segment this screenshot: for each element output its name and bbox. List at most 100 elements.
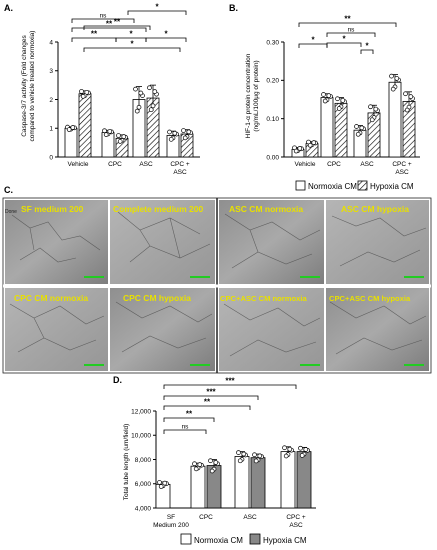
panel-a-xtick-asc: ASC: [139, 161, 153, 168]
panel-d-ylabel: Total tube length (um/field): [123, 424, 130, 501]
panel-a-xtick-vehicle: Vehicle: [68, 161, 89, 168]
undefined-point: [66, 127, 72, 132]
caption-sf-medium: SF medium 200: [21, 204, 84, 214]
undefined-point: [368, 104, 373, 110]
panel-b-xtick-cpcasc-1: CPC +: [392, 161, 412, 168]
undefined-point: [299, 453, 305, 458]
undefined-point: [311, 140, 317, 145]
undefined-point: [404, 107, 410, 113]
undefined-bar: [320, 97, 334, 158]
undefined-point: [133, 86, 138, 92]
undefined-ytick-label: 12,000: [131, 408, 151, 415]
undefined-sig-label: ns: [348, 27, 356, 34]
undefined-point: [148, 107, 154, 113]
undefined-point: [389, 73, 394, 79]
micrograph-cpc-hypoxia: [110, 288, 215, 371]
undefined-point: [157, 480, 162, 485]
undefined-point: [297, 146, 303, 151]
panel-b-xtick-cpcasc-2: ASC: [395, 169, 409, 176]
caption-cpc-normoxia: CPC CM normoxia: [14, 293, 88, 303]
undefined-point: [150, 103, 156, 109]
legend-d-normoxia-swatch: [180, 533, 192, 545]
panel-b-xtick-vehicle: Vehicle: [295, 161, 316, 168]
undefined-sig-bracket: [83, 25, 151, 30]
undefined-point: [102, 128, 107, 134]
undefined-point: [359, 125, 365, 131]
undefined-bar: [280, 451, 296, 509]
undefined-ytick-label: 0.30: [266, 39, 279, 46]
caption-cpc-hypoxia: CPC CM hypoxia: [123, 293, 191, 303]
micrograph-cpcasc-normoxia: [219, 288, 324, 371]
undefined-sig-label: *: [164, 30, 168, 39]
undefined-sig-label: **: [186, 410, 193, 419]
undefined-sig-label: ns: [100, 13, 108, 20]
panel-a-xtick-cpcasc-2: ASC: [173, 169, 187, 176]
undefined-sig-bracket: [163, 417, 215, 422]
undefined-point: [354, 124, 359, 129]
undefined-point: [253, 458, 259, 464]
undefined-point: [134, 108, 140, 114]
undefined-sig-bracket: [83, 47, 181, 52]
undefined-ytick-label: 8,000: [135, 457, 152, 464]
undefined-point: [236, 450, 241, 455]
undefined-point: [162, 480, 168, 486]
undefined-bar: [234, 456, 250, 509]
undefined-point: [209, 468, 215, 474]
undefined-point: [390, 86, 396, 92]
undefined-point: [193, 466, 199, 472]
undefined-bar: [296, 451, 312, 509]
panel-d-xtick-cpcasc-2: ASC: [289, 522, 303, 529]
panel-d-xtick-sf-1: SF: [167, 514, 175, 521]
undefined-point: [168, 136, 174, 142]
undefined-point: [257, 453, 263, 459]
caption-asc-normoxia: ASC CM normoxia: [229, 204, 303, 214]
undefined-point: [252, 452, 257, 458]
panel-b-letter: B.: [229, 3, 238, 13]
undefined-point: [172, 130, 178, 136]
undefined-bar: [250, 457, 266, 509]
undefined-ytick-label: 0.20: [266, 78, 279, 85]
undefined-point: [283, 453, 289, 459]
undefined-point: [373, 106, 379, 112]
undefined-sig-label: ***: [225, 377, 235, 386]
undefined-sig-label: *: [342, 35, 346, 44]
undefined-point: [79, 89, 84, 94]
undefined-ytick-label: 0: [49, 154, 53, 161]
undefined-point: [107, 129, 113, 134]
undefined-point: [322, 98, 328, 104]
micrograph-cpc-normoxia: [5, 288, 108, 371]
caption-complete-medium: Complete medium 200: [113, 204, 203, 214]
undefined-point: [147, 85, 152, 91]
panel-a-letter: A.: [4, 3, 13, 13]
undefined-bar: [78, 93, 92, 158]
legend-d-hypoxia-swatch: [249, 533, 261, 545]
undefined-ytick-label: 0.00: [266, 154, 279, 161]
undefined-point: [293, 148, 299, 154]
panel-d-xtick-cpc: CPC: [199, 514, 213, 521]
panel-d-xtick-cpcasc-1: CPC +: [286, 514, 306, 521]
undefined-point: [116, 133, 121, 138]
undefined-sig-bracket: [360, 49, 374, 54]
undefined-sig-label: *: [130, 40, 134, 49]
undefined-point: [117, 139, 123, 144]
undefined-bar: [388, 81, 402, 158]
undefined-point: [138, 90, 144, 96]
panel-a-xtick-cpc: CPC: [108, 161, 122, 168]
undefined-sig-bracket: [71, 37, 117, 42]
undefined-sig-bracket: [163, 384, 297, 389]
panel-d-xtick-asc: ASC: [243, 514, 257, 521]
legend-d-normoxia-label: Normoxia CM: [194, 536, 243, 545]
legend-d-hypoxia-label: Hypoxia CM: [263, 536, 307, 545]
undefined-point: [303, 447, 309, 452]
micrograph-sf-medium: [5, 200, 108, 284]
undefined-sig-label: **: [204, 398, 211, 407]
undefined-sig-bracket: [326, 42, 362, 47]
undefined-point: [181, 128, 186, 133]
undefined-point: [103, 132, 109, 137]
undefined-point: [158, 484, 164, 489]
micrograph-asc-hypoxia: [326, 200, 429, 284]
undefined-point: [241, 451, 247, 457]
undefined-point: [84, 89, 90, 95]
panel-a-ylabel-line1: Caspase-3/7 activity (Fold changes: [21, 34, 28, 136]
